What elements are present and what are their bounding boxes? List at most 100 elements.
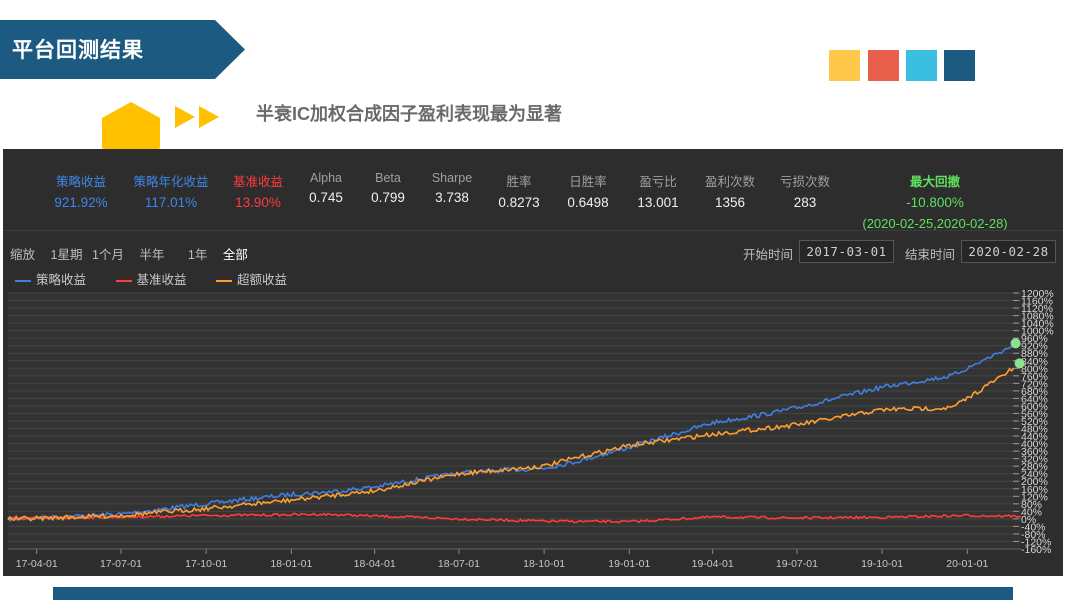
stat-label: 策略收益 [55, 175, 106, 189]
page-title: 平台回测结果 [12, 39, 144, 62]
stat-value: 13.001 [637, 195, 679, 210]
y-tick-label: 480% [1021, 424, 1048, 436]
y-tick-label: 40% [1021, 506, 1042, 518]
y-tick-label: 880% [1021, 348, 1048, 360]
stat-strategy-return: 策略收益 921.92% [36, 171, 126, 210]
x-tick-label: 19-01-01 [608, 558, 650, 570]
page-subtitle: 半衰IC加权合成因子盈利表现最为显著 [256, 104, 562, 124]
legend-swatch-strategy [15, 279, 31, 282]
stat-sharpe: Sharpe 3.738 [407, 171, 497, 205]
y-tick-label: 120% [1021, 491, 1048, 503]
end-date-label: 结束时间 [905, 248, 956, 262]
y-tick-label: 160% [1021, 484, 1048, 496]
x-tick-label: 20-01-01 [946, 558, 988, 570]
stat-value: 921.92% [54, 195, 108, 210]
y-tick-label: 600% [1021, 401, 1048, 413]
y-tick-label: 280% [1021, 461, 1048, 473]
stat-label: 基准收益 [232, 175, 283, 189]
x-tick-label: 18-10-01 [523, 558, 565, 570]
max-drawdown-start-marker [1010, 338, 1021, 349]
zoom-all[interactable]: 全部 [222, 248, 248, 262]
swatch-yellow [829, 50, 860, 81]
max-drawdown-range: (2020-02-25,2020-02-28) [862, 216, 1008, 231]
legend-label: 超额收益 [237, 273, 288, 287]
x-tick-label: 17-07-01 [100, 558, 142, 570]
swatch-red [868, 50, 899, 81]
stat-profit-loss-ratio: 盈亏比 13.001 [613, 171, 703, 210]
stat-label: 策略年化收益 [133, 175, 209, 189]
y-tick-label: 760% [1021, 371, 1048, 383]
stat-value: 0.8273 [498, 195, 540, 210]
y-tick-label: 1040% [1021, 318, 1054, 330]
bottom-bar [53, 587, 1013, 600]
zoom-1-month[interactable]: 1个月 [91, 248, 124, 262]
stat-win-rate: 胜率 0.8273 [474, 171, 564, 210]
stat-strategy-annual-return: 策略年化收益 117.01% [126, 171, 216, 210]
stat-label: 盈亏比 [639, 175, 677, 189]
series-line-2 [7, 367, 1015, 522]
panel-divider [3, 230, 1063, 231]
zoom-label: 缩放 [10, 248, 36, 262]
stat-benchmark-return: 基准收益 13.90% [213, 171, 303, 210]
stat-label: Sharpe [431, 171, 473, 185]
y-tick-label: 1200% [1021, 288, 1054, 300]
double-arrow-icon [175, 106, 219, 128]
y-tick-label: 1160% [1021, 296, 1053, 308]
y-tick-label: 720% [1021, 378, 1048, 390]
legend-item-strategy[interactable]: 策略收益 [15, 269, 86, 288]
end-date-input[interactable]: 2020-02-28 [961, 240, 1056, 263]
grid-lines [8, 292, 1021, 550]
zoom-half-year[interactable]: 半年 [139, 248, 165, 262]
zoom-1-week[interactable]: 1星期 [50, 248, 83, 262]
x-tick-label: 18-04-01 [354, 558, 396, 570]
stat-value: 13.90% [235, 195, 281, 210]
stat-loss-count: 亏损次数 283 [760, 171, 850, 210]
y-tick-label: 1080% [1021, 311, 1054, 323]
stat-value: 283 [793, 195, 817, 210]
series-lines [7, 344, 1022, 524]
title-banner-shape [0, 20, 245, 79]
end-markers [1010, 338, 1025, 369]
start-date-input[interactable]: 2017-03-01 [799, 240, 894, 263]
swatch-cyan [906, 50, 937, 81]
legend-label: 基准收益 [136, 273, 187, 287]
legend-swatch-excess [216, 279, 232, 282]
y-tick-label: 80% [1021, 499, 1042, 511]
returns-chart[interactable]: -160%-120%-80%-40%0%40%80%120%160%200%24… [3, 287, 1063, 576]
stat-value: 3.738 [435, 190, 469, 205]
stat-beta: Beta 0.799 [343, 171, 433, 205]
x-tick-label: 18-01-01 [270, 558, 312, 570]
x-tick-label: 19-04-01 [692, 558, 734, 570]
max-drawdown-end-marker [1014, 358, 1025, 369]
legend-swatch-benchmark [115, 279, 132, 282]
stat-label: 胜率 [506, 175, 532, 189]
y-tick-label: 960% [1021, 333, 1048, 345]
stat-value: 117.01% [144, 195, 198, 210]
legend-item-benchmark[interactable]: 基准收益 [115, 269, 187, 288]
y-tick-label: 200% [1021, 476, 1048, 488]
x-tick-label: 19-07-01 [776, 558, 818, 570]
y-tick-label: 1120% [1021, 303, 1053, 315]
stat-label: 盈利次数 [704, 175, 755, 189]
x-tick-label: 18-07-01 [438, 558, 480, 570]
stat-label: 最大回撤 [909, 175, 960, 189]
y-tick-label: 240% [1021, 469, 1048, 481]
chart-legend: 策略收益 基准收益 超额收益 [15, 269, 313, 288]
series-line-1 [7, 512, 1022, 524]
start-date-label: 开始时间 [743, 248, 794, 262]
y-tick-label: 680% [1021, 386, 1048, 398]
zoom-1-year[interactable]: 1年 [187, 248, 208, 262]
stat-value: 0.745 [309, 190, 343, 205]
y-tick-label: 1000% [1021, 326, 1054, 338]
y-tick-label: 560% [1021, 408, 1048, 420]
y-tick-label: 0% [1021, 514, 1036, 526]
stat-label: 亏损次数 [779, 175, 830, 189]
x-tick-label: 17-10-01 [185, 558, 227, 570]
stat-value: 0.6498 [567, 195, 609, 210]
y-tick-label: 360% [1021, 446, 1048, 458]
legend-item-excess[interactable]: 超额收益 [216, 269, 287, 288]
stat-label: Beta [375, 171, 401, 185]
y-tick-label: 440% [1021, 431, 1048, 443]
stat-value: 0.799 [371, 190, 405, 205]
x-axis-ticks: 17-04-01 17-07-01 17-10-01 18-01-01 18-04-01… [8, 548, 1021, 570]
